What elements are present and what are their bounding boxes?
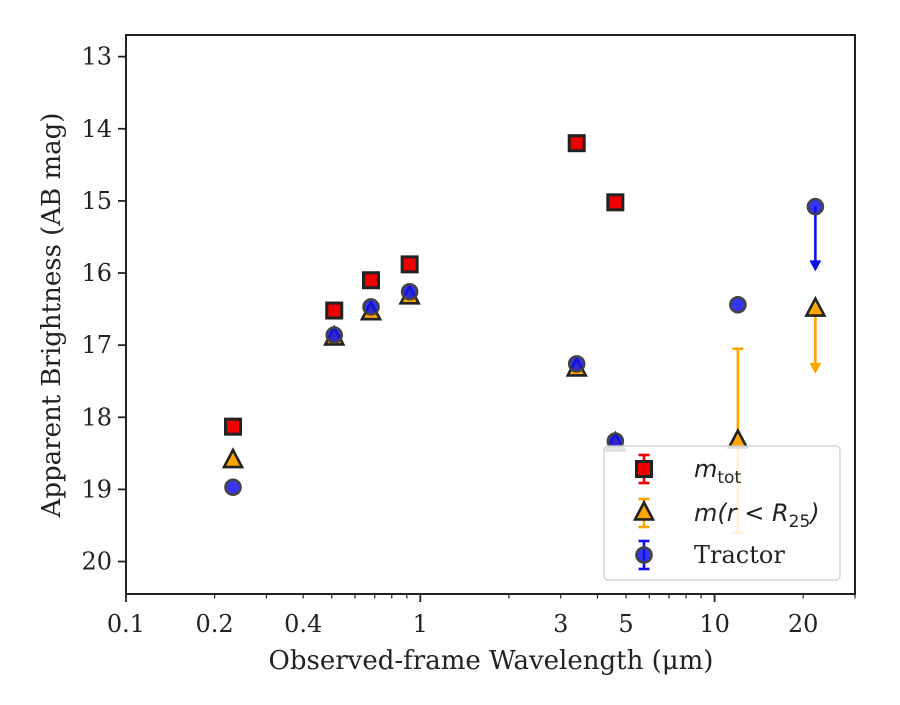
y-tick-label: 20 — [81, 548, 112, 576]
tractor-point — [806, 197, 825, 216]
legend-tractor-marker — [635, 546, 653, 564]
mr25-point — [221, 447, 245, 469]
y-tick-label: 17 — [81, 331, 112, 359]
mr25-point — [726, 427, 750, 449]
legend-tractor-label: Tractor — [694, 541, 785, 569]
mtot-point — [362, 271, 381, 290]
y-tick-label: 19 — [81, 475, 112, 503]
mtot-point — [606, 193, 625, 212]
x-axis-label: Observed-frame Wavelength (μm) — [269, 646, 714, 676]
legend: mtot m(r < R25) Tractor — [603, 445, 841, 581]
x-tick-label: 1 — [413, 610, 428, 638]
tractor-point — [400, 282, 419, 301]
y-tick-label: 13 — [81, 43, 112, 71]
y-tick-label: 15 — [81, 187, 112, 215]
legend-mr25-label: m(r < R25) — [694, 499, 820, 532]
legend-mtot-marker — [635, 460, 653, 478]
legend-box — [603, 445, 841, 581]
x-tick-label: 20 — [788, 610, 819, 638]
tractor-upper-limit-arrow — [809, 206, 822, 272]
legend-mtot-label: mtot — [694, 455, 741, 488]
tractor-upper-limit-arrow-head — [809, 260, 822, 272]
mtot-point — [325, 301, 344, 320]
tractor-point — [567, 355, 586, 373]
y-tick-label: 14 — [81, 115, 112, 143]
tractor-point — [224, 478, 242, 497]
mtot-point — [567, 134, 586, 153]
mtot-point — [400, 255, 419, 274]
tractor-point — [325, 326, 344, 344]
x-tick-label: 10 — [699, 610, 730, 638]
x-tick-label: 5 — [618, 610, 633, 638]
x-tick-label: 0.1 — [107, 610, 145, 638]
y-tick-label: 16 — [81, 259, 112, 287]
mr25-upper-limit-arrow — [809, 309, 822, 374]
mr25-upper-limit-arrow-head — [809, 362, 822, 374]
mtot-point — [224, 417, 243, 436]
x-tick-label: 3 — [553, 610, 568, 638]
y-tick-label: 18 — [81, 403, 112, 431]
plot-frame — [125, 34, 856, 595]
x-tick-label: 0.4 — [284, 610, 322, 638]
legend-mr25-marker — [632, 499, 656, 521]
mr25-point — [804, 295, 827, 317]
x-tick-label: 0.2 — [196, 610, 234, 638]
tractor-point — [729, 295, 747, 314]
tractor-point — [362, 298, 380, 316]
y-axis-label: Apparent Brightness (AB mag) — [37, 113, 67, 519]
